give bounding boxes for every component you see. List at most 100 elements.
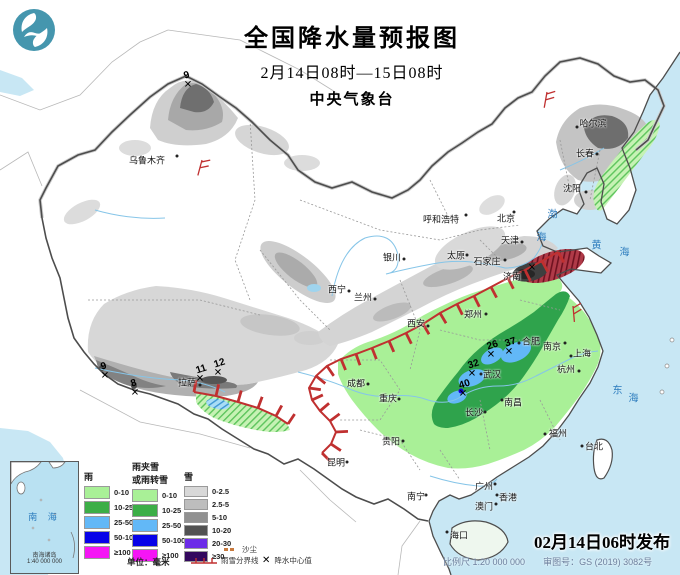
- legend-swatch: [132, 504, 158, 517]
- city-label: 乌鲁木齐: [128, 155, 166, 166]
- legend-range-label: 10-25: [114, 503, 134, 512]
- inset-islands-label: 南海诸岛: [32, 553, 57, 559]
- legend-row: 2.5-5: [184, 499, 231, 510]
- city-label: 拉萨: [177, 377, 197, 388]
- x-mark-icon: ✕: [458, 388, 468, 400]
- city-label: 太原: [446, 250, 466, 261]
- city-label: 济南: [502, 271, 522, 282]
- city-label: 贵阳: [381, 436, 401, 447]
- legend-unit-label: 单位：毫米: [127, 557, 170, 567]
- legend-range-label: 0-2.5: [212, 487, 230, 496]
- x-mark-icon: ✕: [262, 555, 271, 566]
- legend-row: ≥100: [132, 549, 185, 562]
- legend-range-label: 20-30: [212, 539, 232, 548]
- legend-row: 10-25: [84, 501, 137, 514]
- city-label: 杭州: [556, 364, 576, 375]
- city-label: 昆明: [326, 457, 346, 468]
- legend-boundary-symbol: 雨雪分界线: [190, 555, 259, 566]
- inset-sea-label: 南 海: [28, 512, 61, 522]
- forecast-period: 2月14日08时—15日08时: [260, 65, 444, 82]
- city-label: 成都: [346, 378, 366, 389]
- legend-dust-symbol: 沙尘: [224, 544, 257, 555]
- legend-range-label: ≥100: [162, 551, 179, 560]
- sea-label: 海: [619, 247, 631, 259]
- city-label: 南京: [542, 341, 562, 352]
- legend-rain-column: 雨 0-10 10-25 25-50: [84, 470, 137, 561]
- wind-barb-icons: [197, 90, 582, 322]
- dust-icon: [230, 548, 234, 551]
- cma-logo: [13, 9, 55, 51]
- city-label: 上海: [572, 348, 592, 359]
- legend-range-label: 0-10: [162, 491, 178, 500]
- city-label: 长春: [575, 148, 595, 159]
- sea-label: 海: [536, 232, 548, 244]
- legend-range-label: ≥30: [212, 552, 225, 561]
- legend-row: ≥100: [84, 546, 137, 559]
- city-label: 天津: [500, 235, 520, 246]
- legend-swatch: [132, 519, 158, 532]
- legend-row: 50-100: [84, 531, 137, 544]
- legend-row: 0-10: [132, 489, 185, 502]
- boundary-label: 雨雪分界线: [221, 556, 259, 565]
- legend-swatch: [84, 501, 110, 514]
- legend-swatch: [184, 525, 208, 536]
- legend-row: 0-10: [84, 486, 137, 499]
- legend-sleet-rows: 0-10 10-25 25-50 50-100: [132, 489, 185, 562]
- legend-range-label: 2.5-5: [212, 500, 230, 509]
- map-scale-row: 比例尺 1:20 000 000 审图号：GS (2019) 3082号: [443, 555, 670, 568]
- city-label: 郑州: [463, 309, 483, 320]
- city-label: 重庆: [378, 393, 398, 404]
- city-label: 长沙: [464, 407, 484, 418]
- legend-swatch: [84, 486, 110, 499]
- legend-swatch: [184, 512, 208, 523]
- legend-rain-header: 雨: [84, 472, 94, 482]
- legend-row: 20-30: [184, 538, 231, 549]
- sea-label: 黄: [591, 240, 603, 252]
- legend-rain-rows: 0-10 10-25 25-50 50-100: [84, 486, 137, 559]
- city-label: 南宁: [406, 491, 426, 502]
- city-label: 武汉: [482, 369, 502, 380]
- dust-label: 沙尘: [242, 545, 257, 554]
- city-label: 兰州: [353, 292, 373, 303]
- scale-label: 比例尺 1:20 000 000: [443, 557, 526, 567]
- legend-sleet-header-2: 或雨转雪: [132, 475, 169, 485]
- city-label: 澳门: [474, 501, 494, 512]
- city-label: 呼和浩特: [422, 214, 460, 225]
- x-mark-icon: ✕: [504, 346, 514, 358]
- legend-range-label: ≥100: [114, 548, 131, 557]
- legend-snow-rows: 0-2.5 2.5-5 5-10 10-20: [184, 486, 231, 562]
- x-mark-icon: ✕: [195, 373, 205, 385]
- city-label: 海口: [449, 530, 469, 541]
- city-label: 北京: [496, 213, 516, 224]
- legend-range-label: 25-50: [114, 518, 134, 527]
- x-mark-icon: ✕: [100, 370, 110, 382]
- boundary-line-icon: [191, 558, 217, 564]
- page-title: 全国降水量预报图: [244, 26, 460, 52]
- legend-snow-column: 雪 0-2.5 2.5-5 5-10: [184, 470, 231, 564]
- approval-number: 审图号：GS (2019) 3082号: [543, 557, 653, 567]
- x-mark-icon: ✕: [183, 79, 193, 91]
- city-label: 石家庄: [473, 256, 501, 267]
- legend-range-label: 25-50: [162, 521, 182, 530]
- city-label: 福州: [548, 428, 568, 439]
- release-time: 02月14日06时发布: [534, 533, 670, 552]
- center-label: 降水中心值: [274, 556, 312, 565]
- legend-swatch: [84, 531, 110, 544]
- sea-label: 东: [612, 385, 624, 397]
- legend-row: 25-50: [84, 516, 137, 529]
- city-label: 哈尔滨: [579, 118, 607, 129]
- legend-range-label: 10-20: [212, 526, 232, 535]
- south-china-sea-inset: 南 海 南海诸岛 1:40 000 000: [10, 461, 79, 574]
- legend-row: 5-10: [184, 512, 231, 523]
- city-dots: [175, 125, 599, 534]
- sea-label: 渤: [547, 209, 559, 221]
- x-mark-icon: ✕: [486, 349, 496, 361]
- city-label: 银川: [382, 252, 402, 263]
- rain-snow-boundary-line: [192, 251, 566, 463]
- city-label: 合肥: [521, 336, 541, 347]
- legend-swatch: [84, 516, 110, 529]
- agency-name: 中央气象台: [309, 91, 395, 108]
- city-label: 南昌: [503, 397, 523, 408]
